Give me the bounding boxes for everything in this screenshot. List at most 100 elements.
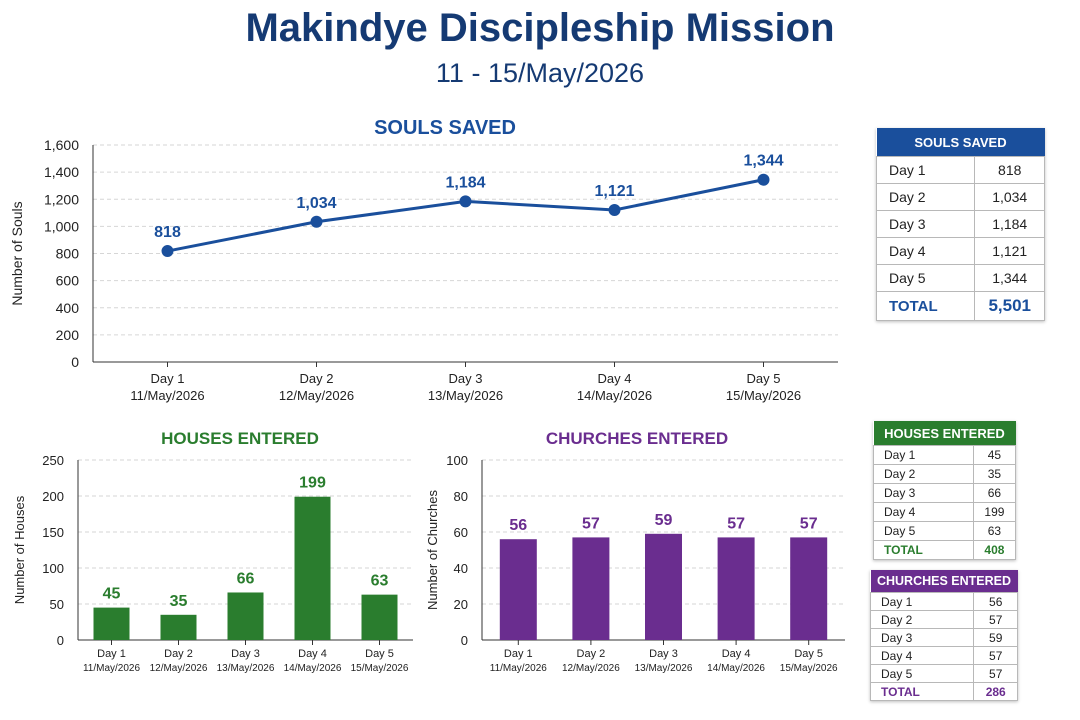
value-cell: 199 <box>972 502 1017 522</box>
table-row: Day 3 1,184 <box>875 210 1045 238</box>
souls-data-point <box>459 195 472 208</box>
houses-x-date-label: 15/May/2026 <box>351 663 409 674</box>
houses-data-label: 63 <box>371 573 389 590</box>
houses-y-tick-label: 150 <box>42 525 64 540</box>
value-cell: 1,034 <box>974 183 1045 211</box>
table-total-row: TOTAL 5,501 <box>875 291 1045 321</box>
houses-bar <box>227 592 264 640</box>
houses-x-category-label: Day 1 <box>97 648 126 660</box>
souls-table-header: SOULS SAVED <box>876 128 1045 157</box>
value-cell: 63 <box>972 521 1017 541</box>
houses-bar <box>361 594 398 640</box>
day-cell: Day 4 <box>869 646 975 665</box>
day-cell: Day 3 <box>873 483 974 503</box>
souls-y-tick-label: 600 <box>56 273 80 289</box>
souls-y-tick-label: 200 <box>56 327 80 343</box>
value-cell: 1,184 <box>974 210 1045 238</box>
table-row: Day 4 1,121 <box>875 237 1045 265</box>
table-row: Day 2 1,034 <box>875 183 1045 211</box>
churches-y-tick-label: 80 <box>454 489 468 504</box>
houses-x-date-label: 12/May/2026 <box>150 663 208 674</box>
houses-x-category-label: Day 3 <box>231 648 260 660</box>
total-value: 5,501 <box>974 291 1045 321</box>
houses-data-label: 35 <box>170 593 188 610</box>
souls-data-label: 1,121 <box>594 183 634 200</box>
value-cell: 57 <box>973 664 1018 683</box>
table-row: Day 2 57 <box>869 610 1018 629</box>
souls-data-point <box>757 173 770 186</box>
souls-x-date-label: 15/May/2026 <box>726 388 801 403</box>
total-label: TOTAL <box>875 291 976 321</box>
churches-y-tick-label: 40 <box>454 561 468 576</box>
houses-y-tick-label: 0 <box>57 633 64 648</box>
churches-data-label: 59 <box>655 512 673 529</box>
table-row: Day 3 59 <box>869 628 1018 647</box>
houses-y-tick-label: 200 <box>42 489 64 504</box>
table-row: Day 4 199 <box>873 502 1017 522</box>
churches-bar <box>572 537 610 640</box>
churches-chart-title: CHURCHES ENTERED <box>546 429 728 448</box>
churches-y-tick-label: 100 <box>446 453 468 468</box>
churches-x-date-label: 13/May/2026 <box>635 663 693 674</box>
page-title: Makindye Discipleship Mission <box>245 6 835 50</box>
churches-y-tick-label: 0 <box>461 633 468 648</box>
churches-x-category-label: Day 2 <box>577 648 606 660</box>
houses-x-date-label: 13/May/2026 <box>217 663 275 674</box>
houses-entered-table: HOUSES ENTERED Day 1 45 Day 2 35 Day 3 66 D… <box>873 421 1017 560</box>
souls-saved-table: SOULS SAVED Day 1 818 Day 2 1,034 Day 3 1,1… <box>875 128 1045 321</box>
souls-y-tick-label: 1,400 <box>44 164 79 180</box>
day-cell: Day 1 <box>869 592 975 611</box>
table-row: Day 1 56 <box>869 592 1018 611</box>
churches-x-category-label: Day 1 <box>504 648 533 660</box>
houses-chart-title: HOUSES ENTERED <box>161 429 319 448</box>
churches-x-category-label: Day 4 <box>722 648 751 660</box>
churches-x-category-label: Day 5 <box>794 648 823 660</box>
souls-x-category-label: Day 2 <box>300 371 334 386</box>
value-cell: 66 <box>972 483 1017 503</box>
day-cell: Day 5 <box>875 264 976 292</box>
houses-x-date-label: 11/May/2026 <box>83 663 141 674</box>
total-value: 286 <box>973 682 1018 701</box>
table-row: Day 1 818 <box>875 156 1045 184</box>
houses-y-tick-label: 250 <box>42 453 64 468</box>
day-cell: Day 1 <box>873 445 974 465</box>
souls-x-category-label: Day 3 <box>449 371 483 386</box>
houses-table-header: HOUSES ENTERED <box>873 421 1016 446</box>
table-row: Day 4 57 <box>869 646 1018 665</box>
value-cell: 1,121 <box>974 237 1045 265</box>
souls-x-date-label: 14/May/2026 <box>577 388 652 403</box>
souls-data-label: 1,034 <box>296 195 336 212</box>
souls-data-label: 1,184 <box>445 174 485 191</box>
value-cell: 56 <box>973 592 1018 611</box>
souls-x-category-label: Day 5 <box>747 371 781 386</box>
houses-data-label: 199 <box>299 475 326 492</box>
churches-x-date-label: 12/May/2026 <box>562 663 620 674</box>
value-cell: 57 <box>973 610 1018 629</box>
churches-bar <box>790 537 828 640</box>
houses-data-label: 66 <box>237 570 255 587</box>
churches-x-category-label: Day 3 <box>649 648 678 660</box>
table-row: Day 2 35 <box>873 464 1017 484</box>
day-cell: Day 5 <box>869 664 975 683</box>
table-row: Day 5 63 <box>873 521 1017 541</box>
souls-data-point <box>310 215 323 228</box>
churches-bar <box>499 539 537 640</box>
houses-bar <box>294 496 331 640</box>
souls-y-axis-label: Number of Souls <box>9 201 25 305</box>
houses-x-category-label: Day 4 <box>298 648 327 660</box>
houses-bar <box>160 614 197 640</box>
day-cell: Day 4 <box>873 502 974 522</box>
churches-y-tick-label: 60 <box>454 525 468 540</box>
day-cell: Day 4 <box>875 237 976 265</box>
day-cell: Day 5 <box>873 521 974 541</box>
houses-y-tick-label: 100 <box>42 561 64 576</box>
houses-bar <box>93 607 130 640</box>
day-cell: Day 2 <box>875 183 976 211</box>
value-cell: 35 <box>972 464 1017 484</box>
value-cell: 45 <box>972 445 1017 465</box>
houses-y-axis-label: Number of Houses <box>12 495 27 604</box>
churches-x-date-label: 14/May/2026 <box>707 663 765 674</box>
souls-data-point <box>608 203 621 216</box>
souls-data-point <box>161 245 174 258</box>
